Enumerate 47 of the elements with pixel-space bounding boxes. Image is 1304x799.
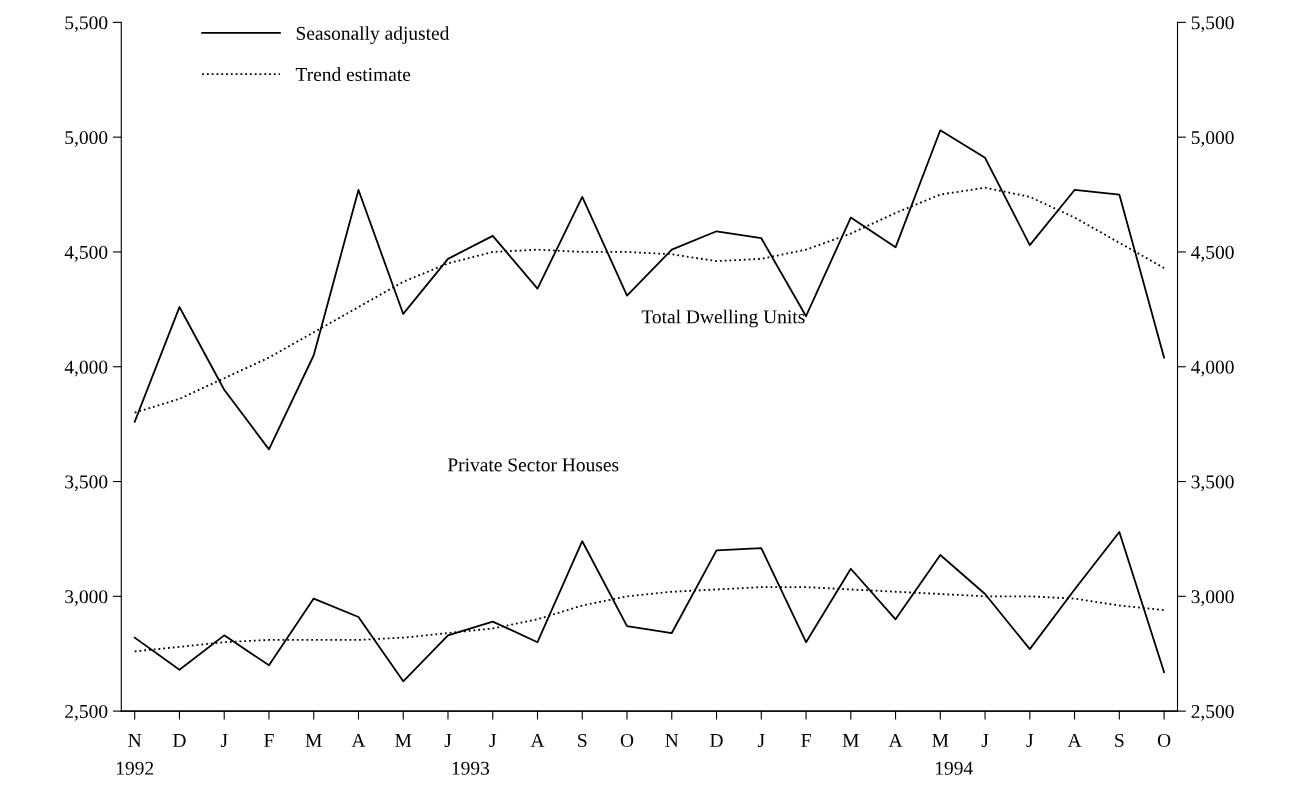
annotation: Private Sector Houses: [447, 458, 619, 472]
y2-tick-label: 5,000: [1191, 130, 1234, 147]
legend-label: Trend estimate: [295, 67, 411, 82]
y-tick-label: 4,000: [64, 360, 108, 377]
annotation: Total Dwelling Units: [641, 309, 805, 328]
y2-tick-label: 5,500: [1191, 16, 1234, 33]
x-tick-label: M: [305, 734, 322, 747]
x-tick-label: D: [172, 734, 186, 747]
line-series: [133, 129, 1165, 451]
x-tick-label: N: [665, 734, 679, 747]
x-tick-label: A: [530, 733, 545, 747]
y2-tick-label: 4,000: [1191, 360, 1234, 377]
y2-tick-label: 2,500: [1191, 704, 1234, 721]
text: 1994: [936, 761, 973, 775]
x-tick-label: M: [932, 734, 949, 747]
x-tick-label: N: [128, 734, 142, 747]
x-tick-label: A: [1067, 733, 1082, 747]
text: 1993: [452, 761, 490, 775]
y-tick-label: 4,500: [64, 245, 108, 262]
x-tick-label: S: [578, 733, 587, 748]
y2-tick-label: 4,500: [1191, 245, 1234, 262]
x-tick-label: J: [981, 734, 989, 748]
x-tick-label: S: [1115, 733, 1124, 748]
y-tick-label: 5,000: [65, 130, 108, 147]
legend-label: Seasonally adjusted: [296, 26, 450, 44]
x-tick-label: J: [489, 734, 497, 748]
x-tick-label: M: [842, 734, 859, 747]
x-tick-label: O: [620, 733, 634, 748]
line-series: [133, 531, 1165, 683]
x-tick-label: M: [395, 734, 412, 747]
x-tick-label: J: [1026, 734, 1034, 748]
x-tick-label: F: [801, 734, 811, 747]
y-tick-label: 3,500: [65, 475, 108, 492]
x-tick-label: O: [1157, 733, 1171, 748]
x-tick-label: A: [888, 733, 903, 747]
x-tick-label: A: [351, 733, 366, 747]
text: 1992: [116, 761, 154, 775]
x-tick-label: F: [264, 734, 274, 747]
y2-tick-label: 3,500: [1191, 475, 1234, 492]
y2-tick-label: 3,000: [1191, 590, 1234, 607]
x-tick-label: J: [220, 734, 228, 748]
y-tick-label: 3,000: [65, 590, 108, 607]
y-tick-label: 5,500: [65, 16, 108, 33]
x-tick-label: J: [444, 734, 452, 748]
y-tick-label: 2,500: [65, 704, 108, 721]
x-tick-label: D: [710, 734, 723, 747]
x-tick-label: J: [757, 734, 765, 748]
